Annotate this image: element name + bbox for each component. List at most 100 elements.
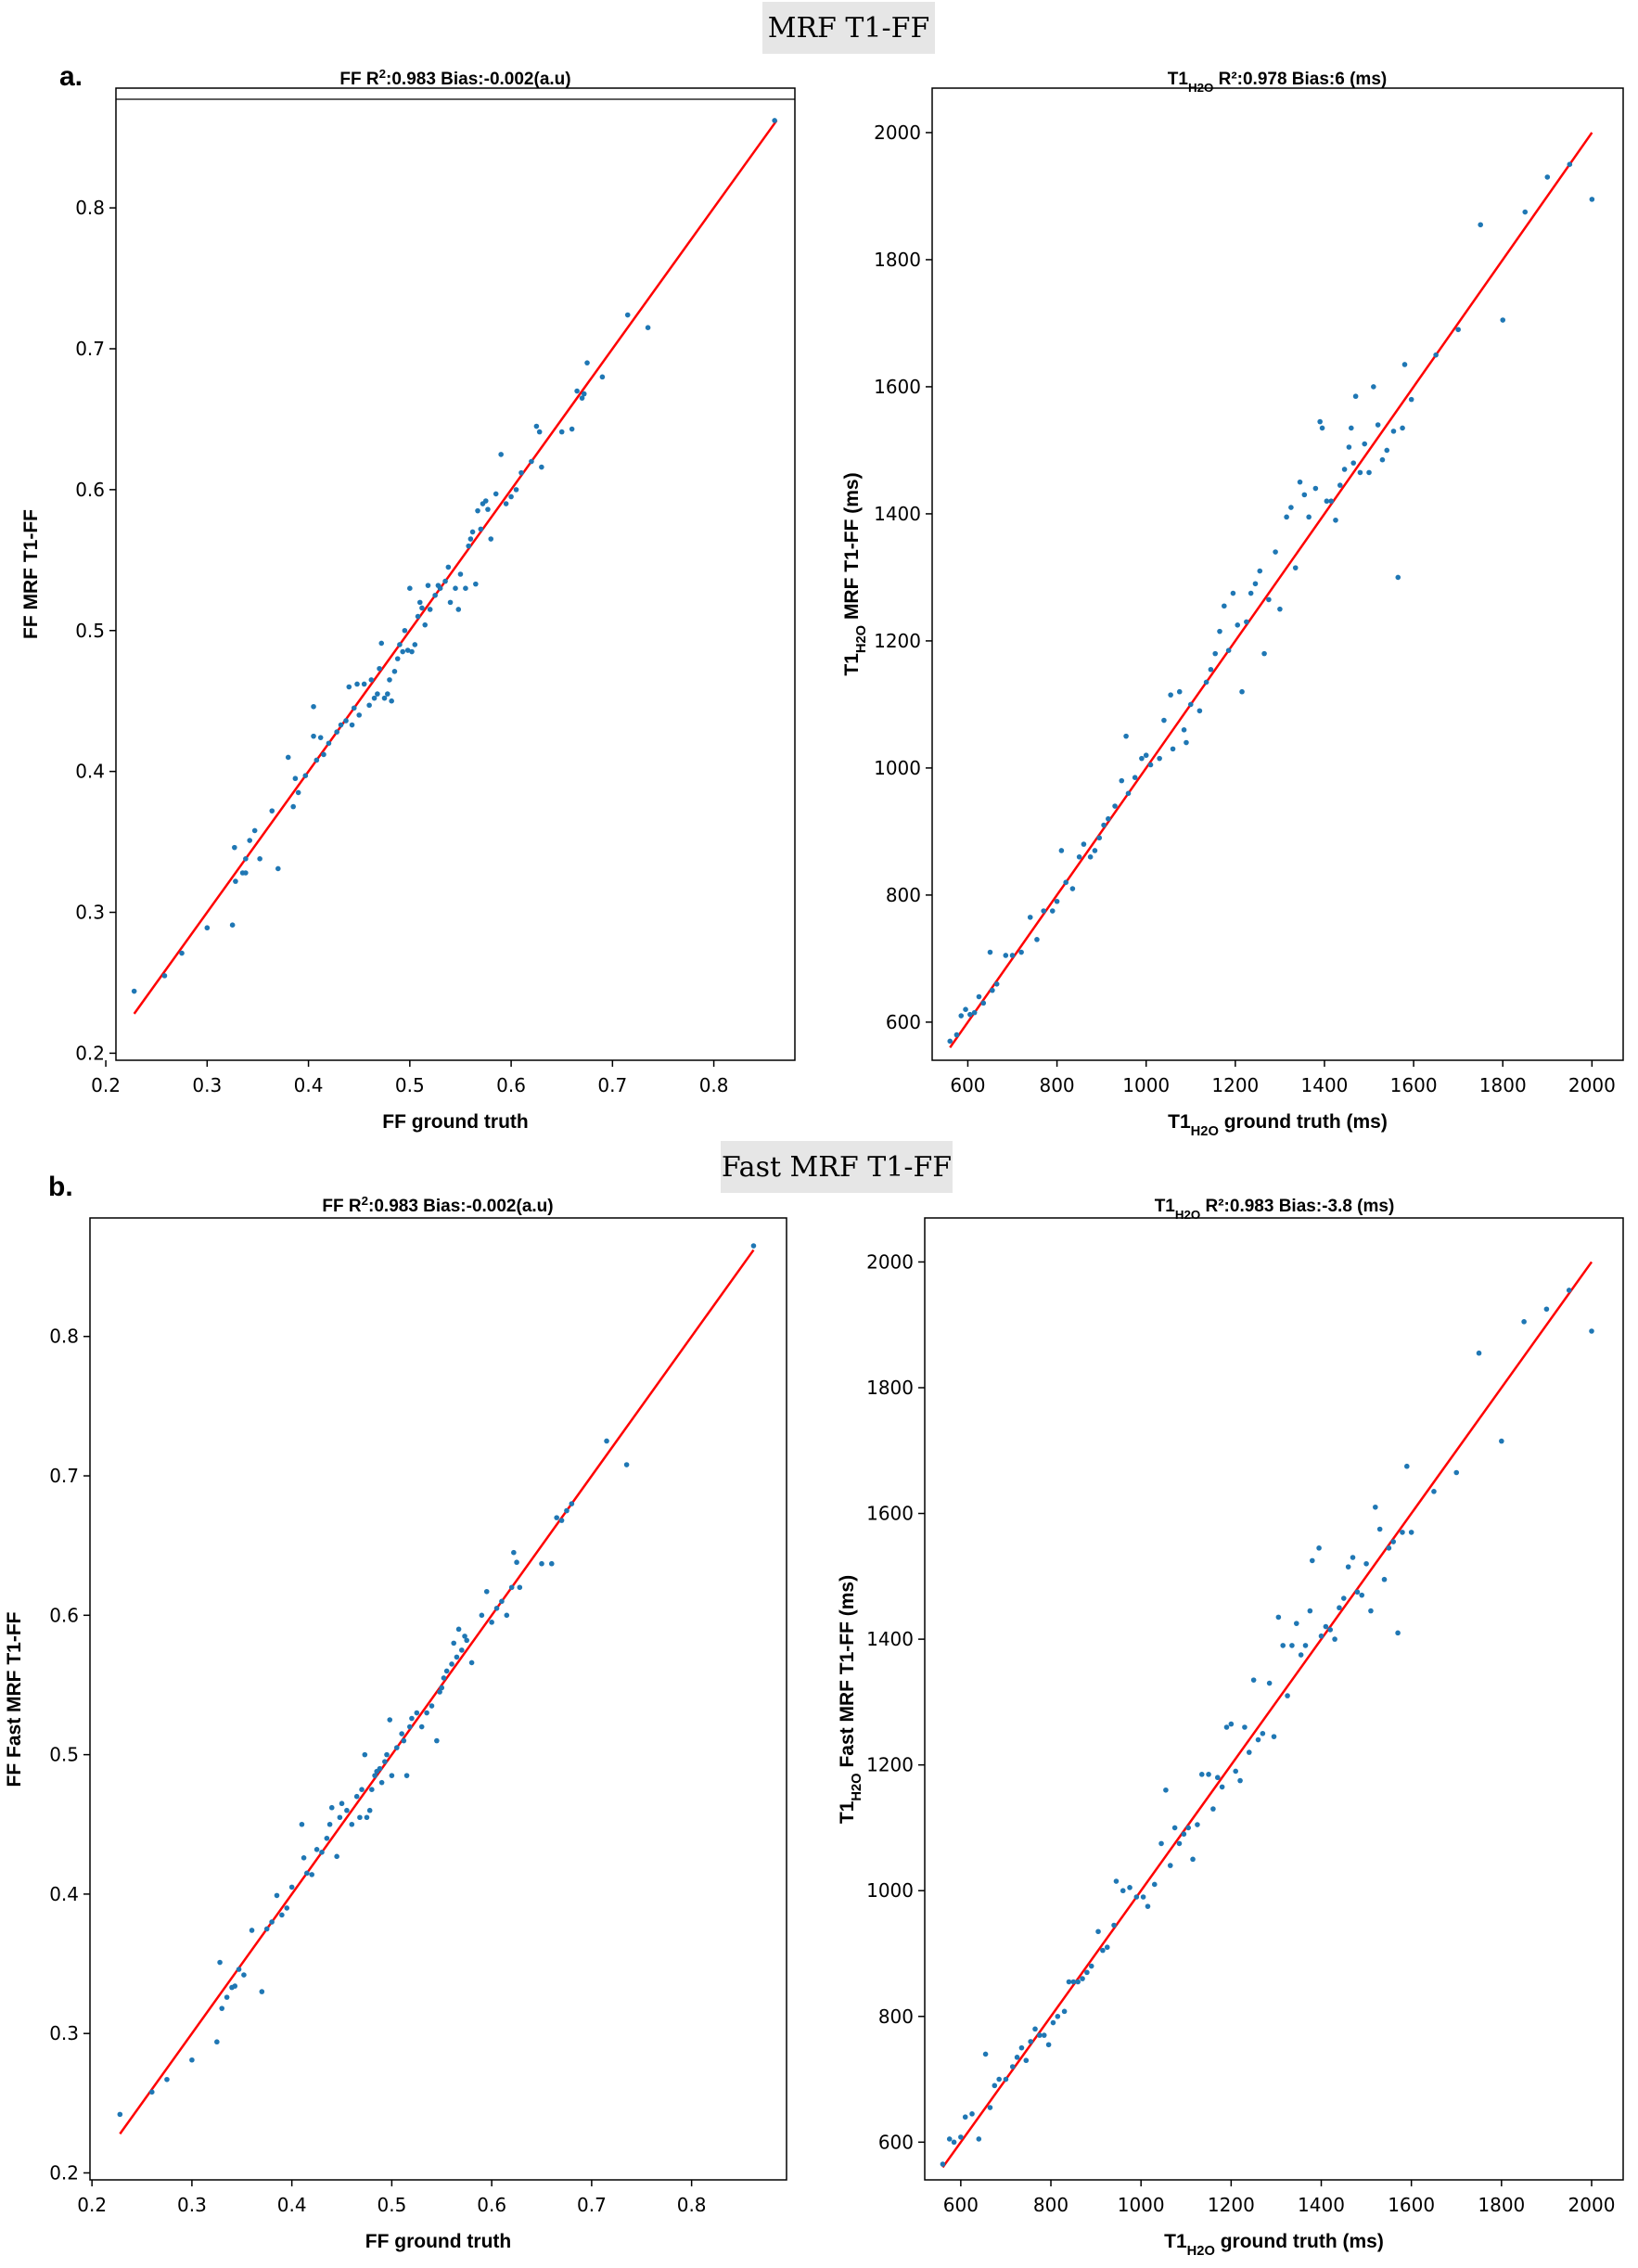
data-point: [1337, 1605, 1342, 1611]
data-point: [511, 1549, 517, 1556]
data-point: [584, 360, 590, 365]
data-point: [1235, 621, 1241, 628]
data-point: [164, 2076, 170, 2082]
data-point: [1127, 1885, 1133, 1890]
data-point: [441, 1675, 447, 1681]
data-point: [1054, 898, 1060, 904]
data-point: [321, 751, 326, 758]
y-tick-label: 600: [886, 1011, 921, 1033]
data-point: [1400, 425, 1405, 431]
data-point: [385, 691, 390, 697]
x-tick-label: 2000: [1568, 2194, 1616, 2216]
data-point: [1327, 1627, 1334, 1633]
data-point: [451, 1640, 457, 1647]
data-point: [334, 729, 339, 735]
data-point: [372, 1773, 378, 1778]
data-point: [284, 1905, 290, 1911]
y-tick-label: 0.8: [75, 197, 105, 219]
data-point: [1045, 2042, 1052, 2048]
identity-line: [119, 1249, 755, 2135]
data-point: [346, 684, 352, 690]
data-point: [483, 1588, 490, 1595]
y-tick-label: 1000: [874, 757, 921, 779]
y-tick-label: 0.8: [49, 1326, 79, 1348]
data-point: [1066, 1979, 1072, 1985]
data-point: [1341, 1595, 1347, 1601]
data-point: [1328, 498, 1334, 505]
data-point: [432, 592, 438, 598]
data-point: [131, 988, 137, 994]
data-point: [459, 1647, 465, 1653]
data-point: [539, 464, 544, 470]
data-point: [468, 1659, 475, 1666]
data-point: [1260, 1730, 1266, 1736]
data-point: [1248, 590, 1254, 596]
section-a-banner: MRF T1-FF: [762, 2, 935, 54]
scatter-chart-3: 0.2 0.3 0.4 0.5 0.6 0.7 0.8 0.2 0.3 0.4 0.5 0.6 0.7 0…: [4, 1194, 787, 2252]
data-point: [354, 681, 360, 687]
data-point: [1198, 1772, 1205, 1777]
data-point: [1433, 352, 1439, 358]
plot-frame: [89, 1217, 787, 2181]
y-axis-label: T1H2O Fast MRF T1-FF (ms): [837, 1575, 864, 1824]
data-point: [976, 993, 982, 1000]
data-point: [349, 1821, 355, 1827]
data-point: [1208, 666, 1214, 673]
data-point: [414, 1710, 420, 1716]
data-point: [489, 1620, 494, 1625]
data-point: [1567, 161, 1573, 167]
data-point: [599, 374, 606, 380]
x-tick-label: 1800: [1479, 1074, 1527, 1096]
x-tick-label: 0.2: [91, 1074, 121, 1096]
data-point: [508, 1584, 515, 1591]
data-point: [407, 585, 413, 591]
data-point: [951, 2139, 957, 2146]
data-point: [1061, 2008, 1068, 2015]
data-point: [1058, 848, 1065, 853]
data-point: [457, 571, 464, 577]
data-point: [1096, 835, 1103, 841]
data-point: [366, 1807, 373, 1813]
data-point: [425, 583, 431, 588]
data-point: [485, 506, 491, 512]
data-point: [1476, 1350, 1482, 1356]
y-tick-label: 0.6: [49, 1604, 79, 1626]
data-point: [311, 733, 316, 739]
data-point: [554, 1515, 559, 1520]
x-tick-label: 0.4: [294, 1074, 324, 1096]
data-point: [1219, 1784, 1225, 1790]
data-point: [275, 865, 281, 872]
data-point: [1273, 549, 1278, 555]
data-point: [1404, 1463, 1410, 1469]
data-point: [1386, 1545, 1392, 1551]
data-point: [1306, 514, 1312, 520]
data-point: [434, 1737, 440, 1744]
data-point: [953, 1031, 960, 1038]
data-point: [1223, 1724, 1230, 1730]
data-point: [987, 949, 993, 955]
data-point: [1203, 679, 1209, 686]
data-point: [1101, 822, 1107, 828]
data-point: [1037, 2032, 1043, 2038]
data-point: [1250, 1677, 1257, 1683]
y-tick-label: 0.3: [75, 902, 105, 924]
data-point: [214, 2039, 220, 2045]
data-point: [402, 627, 408, 634]
data-point: [1230, 590, 1236, 596]
data-point: [1123, 733, 1129, 739]
data-point: [488, 536, 494, 542]
data-point: [427, 607, 433, 612]
data-point: [482, 498, 489, 504]
data-point: [290, 803, 296, 810]
data-point: [624, 312, 631, 318]
data-point: [149, 2089, 155, 2095]
data-point: [424, 1710, 429, 1716]
data-point: [241, 1972, 247, 1978]
y-tick-label: 0.5: [75, 620, 105, 642]
data-point: [1297, 479, 1303, 485]
x-tick-label: 1200: [1208, 2194, 1255, 2216]
y-tick-label: 800: [886, 884, 921, 906]
data-point: [1168, 692, 1173, 698]
data-point: [1167, 1863, 1173, 1868]
data-point: [1088, 1963, 1094, 1969]
